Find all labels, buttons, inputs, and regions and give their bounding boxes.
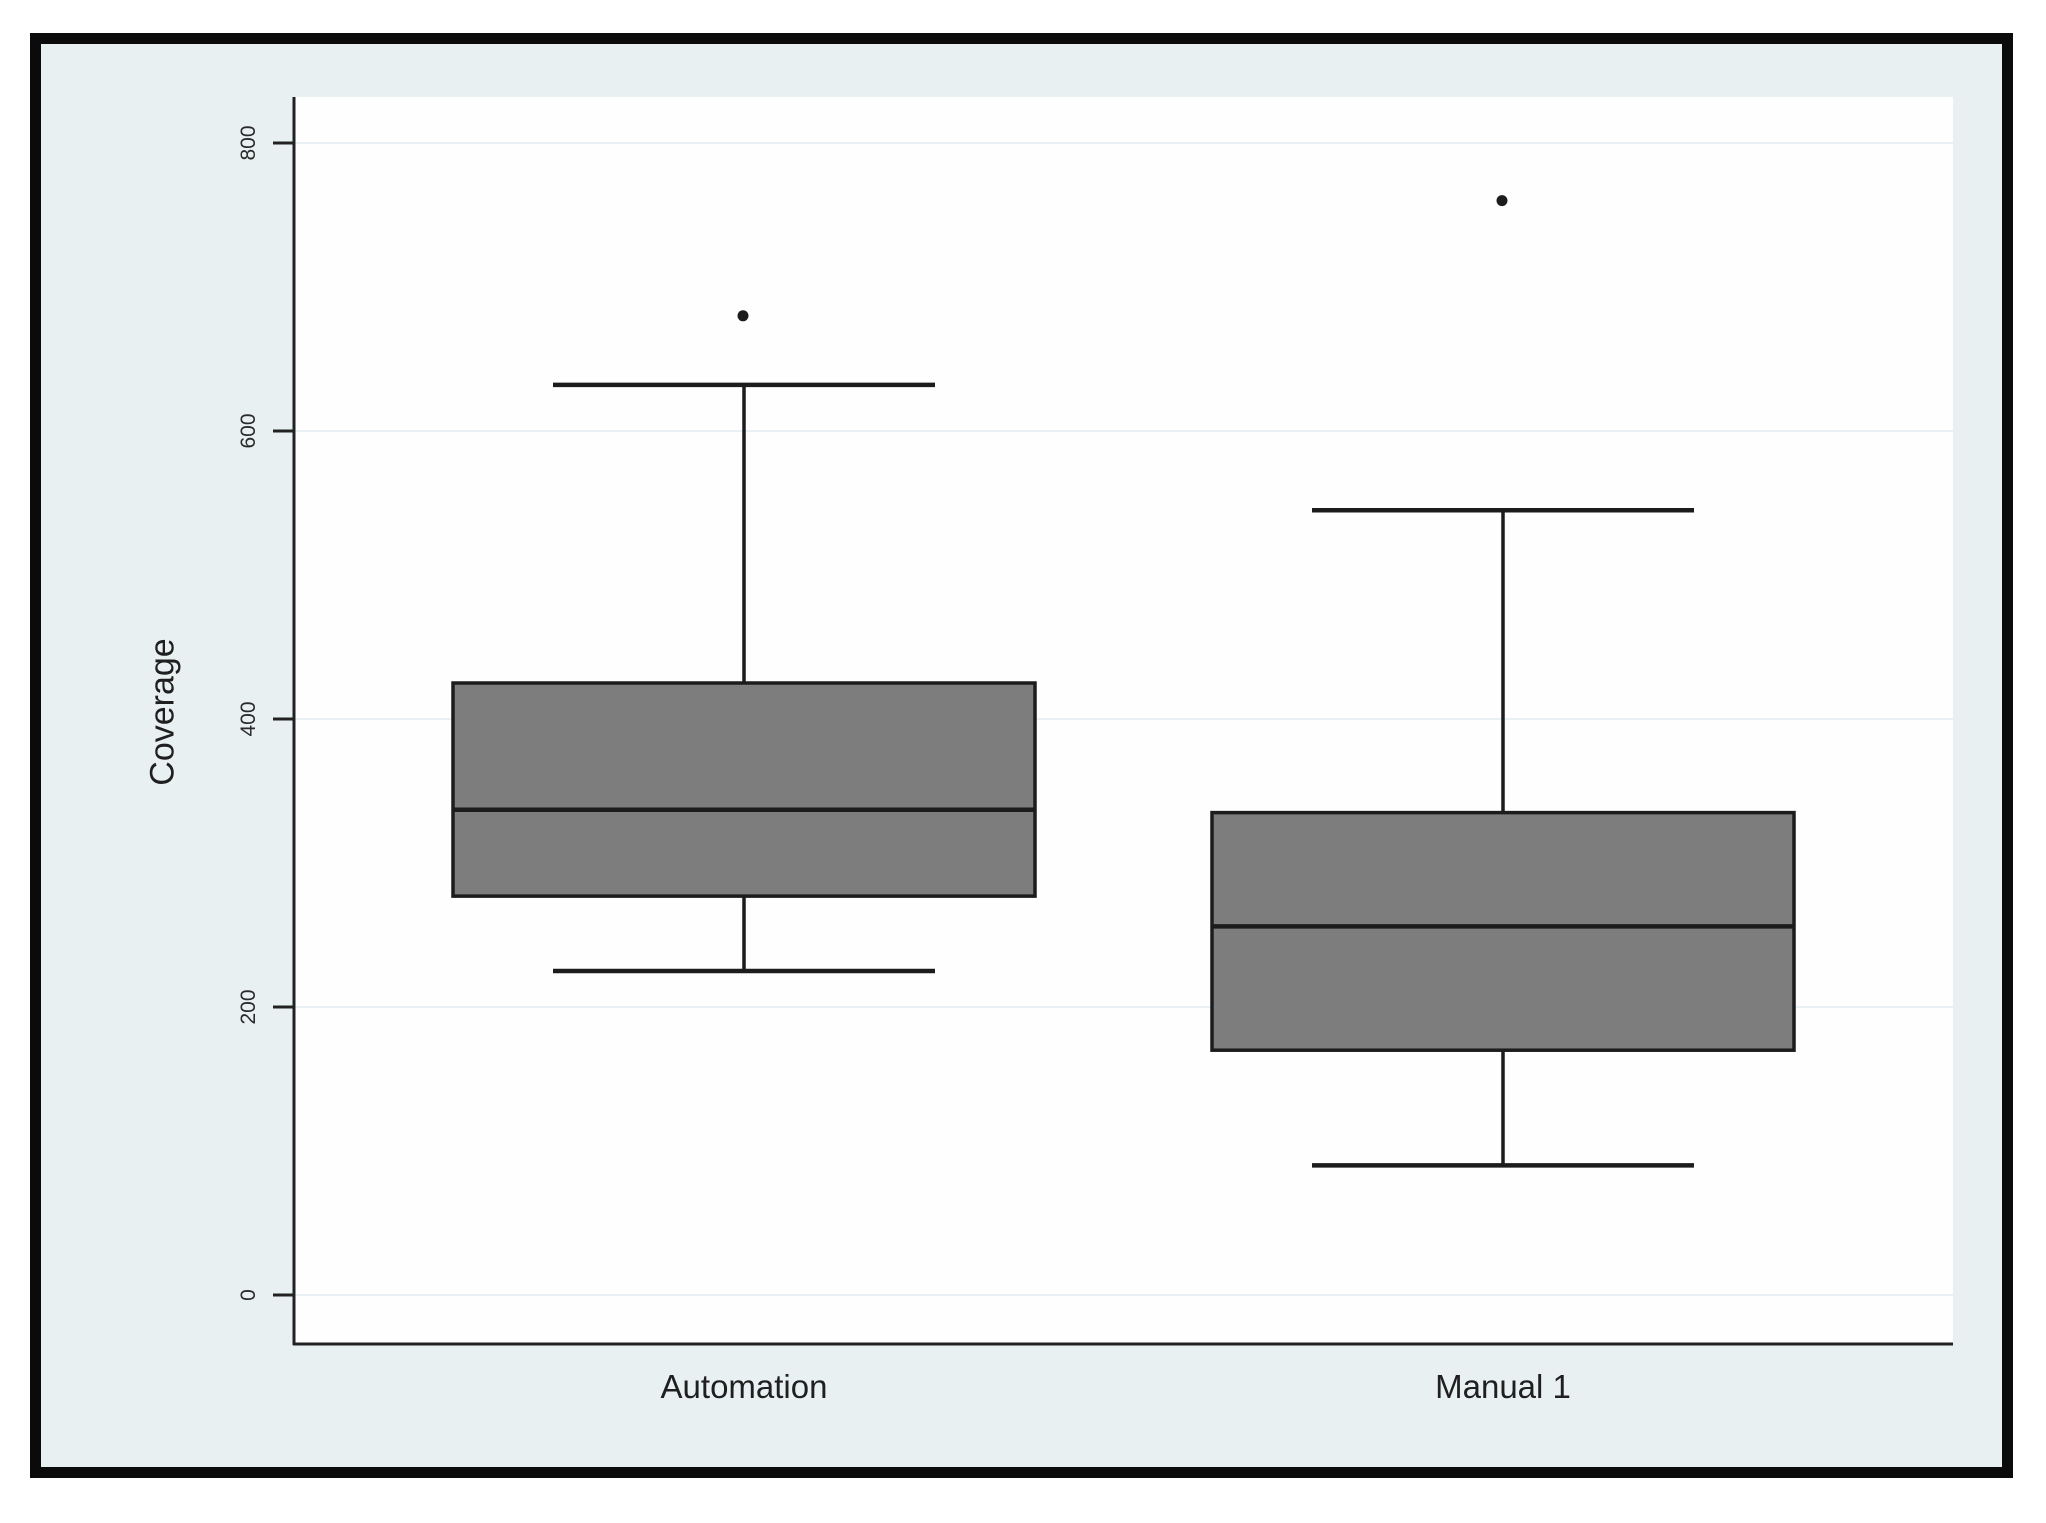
outlier-dot-automation — [737, 310, 749, 322]
y-axis-title: Coverage — [143, 638, 182, 786]
iqr-box-manual-1 — [1210, 810, 1796, 1052]
y-tick-label: 0 — [237, 1289, 260, 1301]
x-category-label: Manual 1 — [1435, 1368, 1571, 1405]
y-tick-label: 200 — [237, 989, 260, 1025]
y-tick-label: 800 — [237, 125, 260, 161]
y-tick-label: 600 — [237, 413, 260, 449]
outlier-dot-manual-1 — [1496, 195, 1508, 207]
y-tick-label: 400 — [237, 701, 260, 737]
x-category-label: Automation — [660, 1368, 828, 1405]
iqr-box-automation — [451, 681, 1037, 898]
